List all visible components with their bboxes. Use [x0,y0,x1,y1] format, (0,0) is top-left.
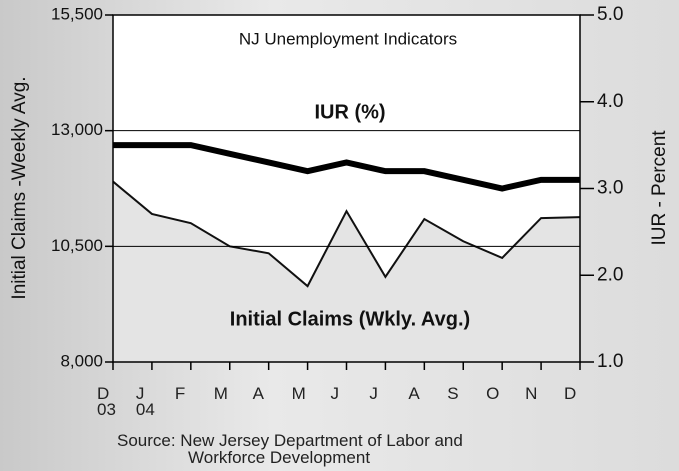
x-tick-label: S [447,384,459,403]
source-line: Source: New Jersey Department of Labor a… [117,431,463,450]
y-tick-label: 10,500 [51,236,103,255]
annotation: IUR (%) [314,101,385,123]
x-tick-label: N [525,384,538,403]
x-tick-label: M [213,384,228,403]
line [113,142,580,192]
y2-tick-label: 2.0 [597,264,623,285]
y2-tick-label: 5.0 [597,4,623,25]
y-tick-label: 13,000 [51,120,103,139]
area [113,181,580,362]
chart-title: NJ Unemployment Indicators [239,29,457,48]
plot [112,142,581,362]
source: Source: New Jersey Department of Labor a… [117,432,463,466]
y2-tick-label: 1.0 [597,351,623,372]
source-line: Workforce Development [188,448,371,467]
x-tick-label: A [252,384,264,403]
line [112,180,581,288]
y2-axis-label: IUR - Percent [649,130,670,246]
x-tick-label: F [174,384,186,403]
x-tick-label: A [408,384,420,403]
y2-tick-label: 4.0 [597,91,623,112]
x-tick-label: O [486,384,500,403]
x-tick-label: J [330,384,340,403]
y-tick-label: 15,500 [51,4,103,23]
x-tick-label: J 04 [135,384,155,419]
y-tick-label: 8,000 [60,351,103,370]
y2-tick-label: 3.0 [597,178,623,199]
annotation: Initial Claims (Wkly. Avg.) [230,308,470,330]
x-tick-label: D [564,384,577,403]
x-tick-label: M [291,384,306,403]
x-tick-label: D 03 [97,384,116,419]
x-tick-label: J [369,384,378,403]
y-axis-label: Initial Claims -Weekly Avg. [9,76,30,299]
